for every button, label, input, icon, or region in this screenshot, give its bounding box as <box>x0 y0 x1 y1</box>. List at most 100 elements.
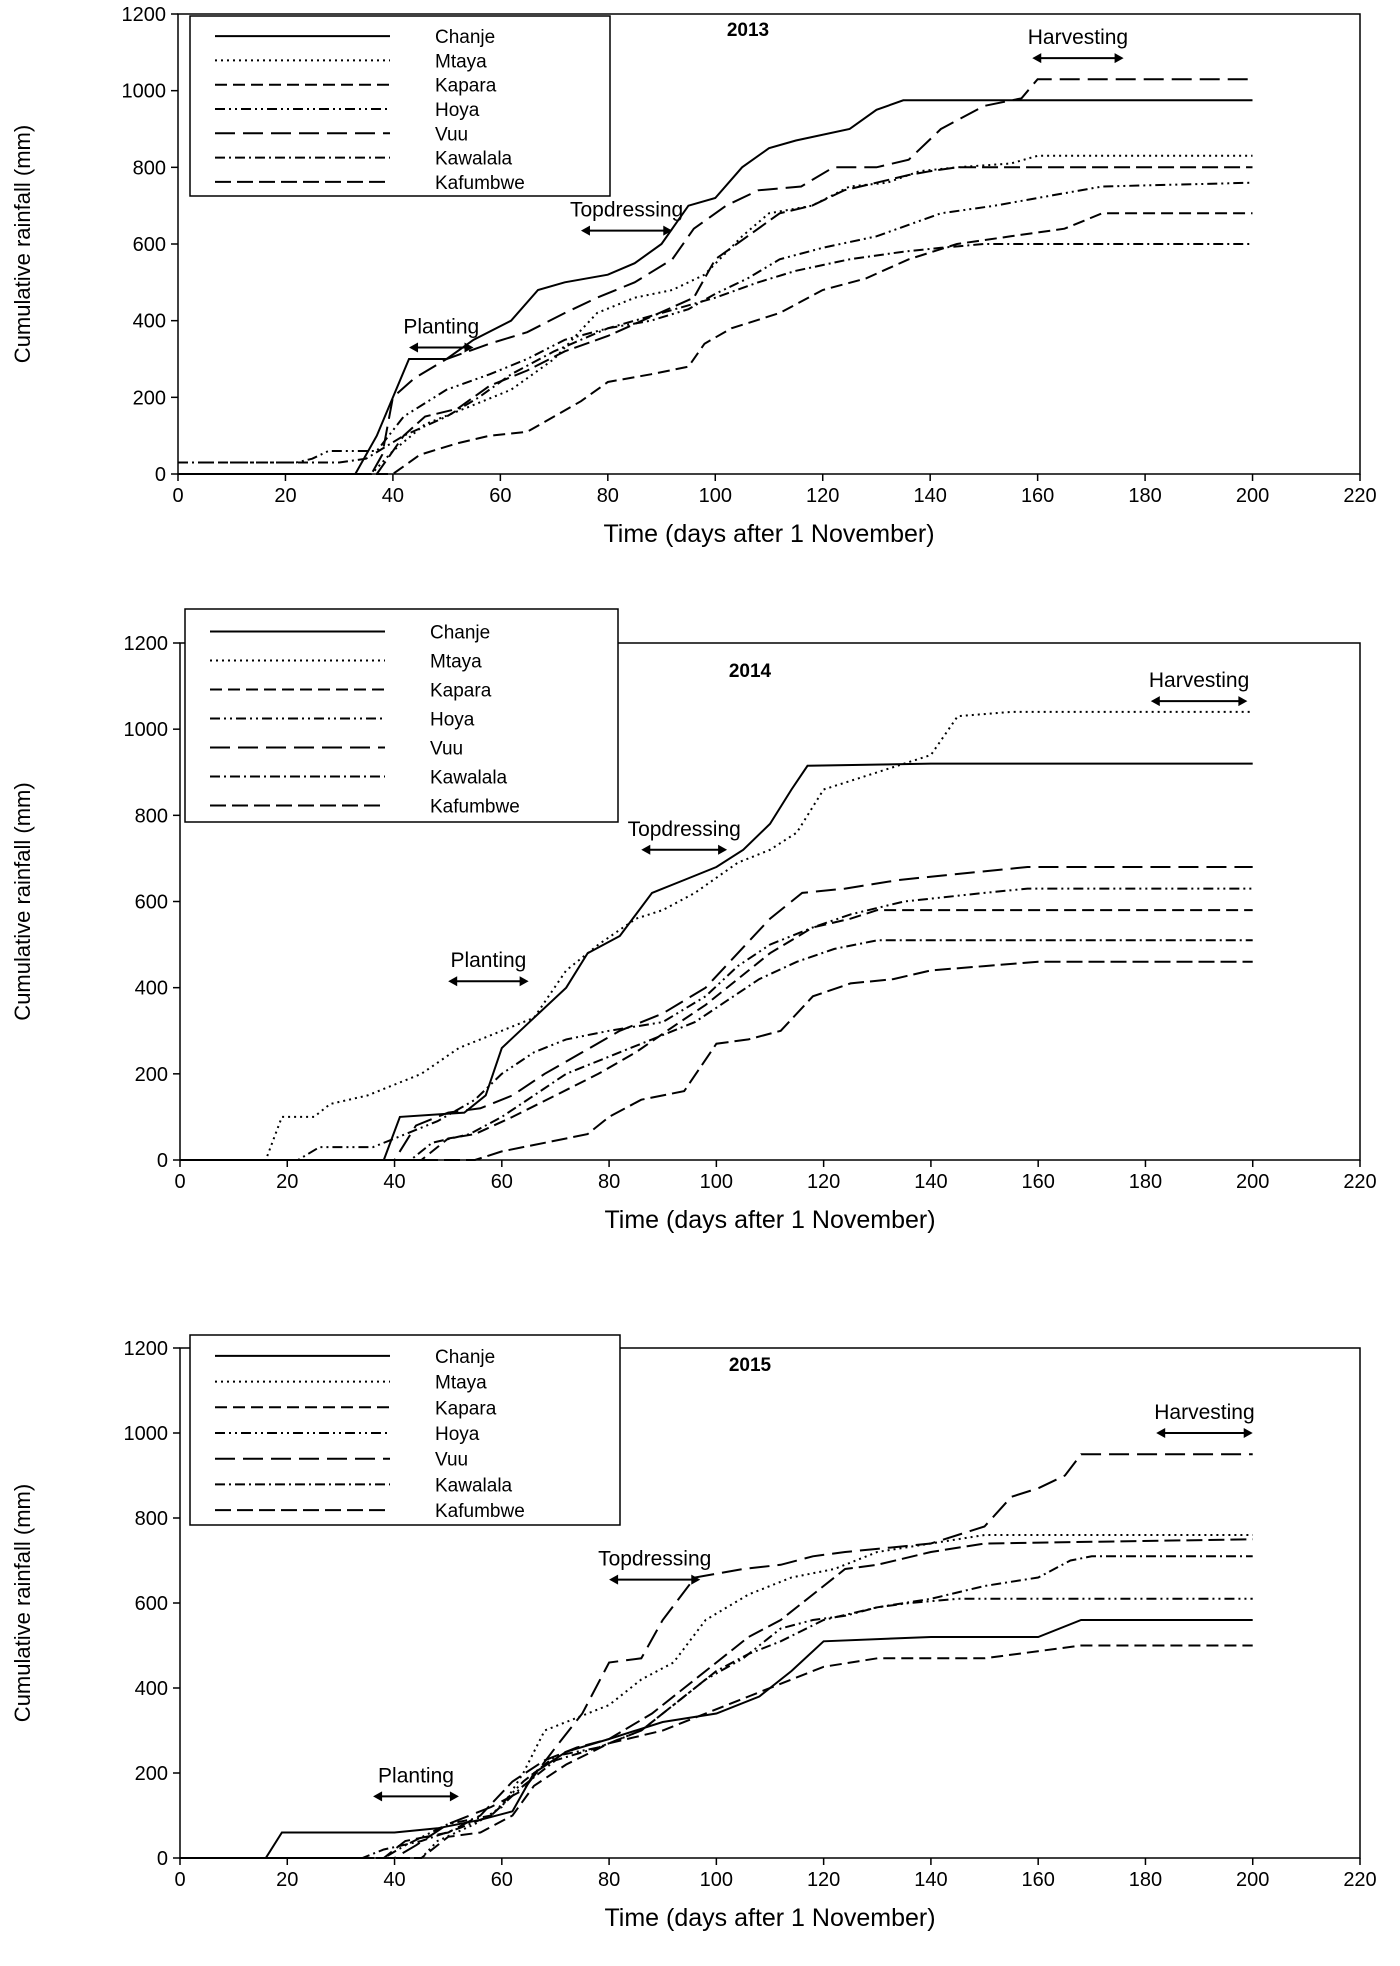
legend-label-mtaya: Mtaya <box>430 652 482 673</box>
x-tick-label: 200 <box>1236 485 1269 507</box>
x-tick-label: 20 <box>276 1869 298 1891</box>
x-tick-label: 0 <box>174 1171 185 1193</box>
annotation-label: Harvesting <box>1028 26 1128 49</box>
annotation-label: Topdressing <box>570 199 683 222</box>
annotation-arrow-head-right <box>663 225 673 236</box>
x-tick-label: 120 <box>807 1171 840 1193</box>
y-axis-label: Cumulative rainfall (mm) <box>10 782 35 1020</box>
legend-label-kapara: Kapara <box>435 76 497 97</box>
legend-label-kawalala: Kawalala <box>435 1475 513 1496</box>
x-tick-label: 100 <box>699 485 732 507</box>
y-axis-label: Cumulative rainfall (mm) <box>10 1484 35 1722</box>
x-tick-label: 80 <box>597 485 619 507</box>
legend-label-chanje: Chanje <box>435 1347 495 1368</box>
annotation-arrow-head-right <box>519 976 529 987</box>
annotation-arrow-head-right <box>1114 53 1124 64</box>
chart-title: 2014 <box>729 661 772 682</box>
x-tick-label: 180 <box>1128 485 1161 507</box>
series-line-mtaya <box>180 710 1253 1161</box>
annotation-arrow-head-left <box>1150 696 1160 707</box>
series-line-vuu <box>180 1453 1253 1859</box>
annotation-label: Topdressing <box>628 818 741 841</box>
x-tick-label: 200 <box>1236 1869 1269 1891</box>
annotation-arrow-head-left <box>609 1574 619 1585</box>
x-tick-label: 0 <box>174 1869 185 1891</box>
series-line-kafumbwe <box>178 166 1253 475</box>
x-tick-label: 140 <box>914 1171 947 1193</box>
annotation-arrow-head-left <box>1156 1428 1166 1438</box>
x-tick-label: 120 <box>807 1869 840 1891</box>
x-tick-label: 140 <box>914 1869 947 1891</box>
annotation-arrow-head-left <box>373 1791 383 1802</box>
x-tick-label: 100 <box>700 1171 733 1193</box>
series-line-mtaya <box>180 1534 1253 1859</box>
legend-label-kafumbwe: Kafumbwe <box>435 173 525 194</box>
chart-panel-2013: 0 20 40 60 80 100 120 140 160 180 200 220 0 200 400 600… <box>0 0 1400 648</box>
x-tick-label: 60 <box>489 485 511 507</box>
series-line-chanje <box>180 1619 1253 1859</box>
series-line-hoya <box>180 1597 1253 1859</box>
y-tick-label: 200 <box>135 1064 168 1086</box>
annotation-arrow-head-right <box>449 1791 459 1802</box>
legend-label-hoya: Hoya <box>430 710 475 731</box>
x-axis-label: Time (days after 1 November) <box>604 1206 935 1234</box>
series-line-kapara <box>180 909 1253 1161</box>
annotation-label: Planting <box>403 316 479 339</box>
annotation-arrow-head-left <box>580 225 590 236</box>
annotation-label: Topdressing <box>598 1548 711 1571</box>
y-tick-label: 800 <box>135 805 168 827</box>
y-tick-label: 800 <box>135 1508 168 1530</box>
x-tick-label: 80 <box>598 1869 620 1891</box>
series-line-vuu <box>178 78 1253 475</box>
y-tick-label: 1200 <box>122 4 167 26</box>
x-tick-label: 220 <box>1343 1171 1376 1193</box>
y-tick-label: 0 <box>157 1848 168 1870</box>
legend-label-kafumbwe: Kafumbwe <box>430 797 520 818</box>
legend-box <box>189 15 611 197</box>
series-line-kafumbwe <box>180 960 1253 1161</box>
y-tick-label: 1200 <box>124 633 169 655</box>
series-line-kawalala <box>178 243 1253 464</box>
y-tick-label: 400 <box>135 1678 168 1700</box>
annotation-arrow-head-right <box>1238 696 1248 707</box>
y-tick-label: 600 <box>135 1593 168 1615</box>
annotation-arrow-head-right <box>691 1574 701 1585</box>
chart-svg-2013: 0 20 40 60 80 100 120 140 160 180 200 220 0 200 400 600… <box>10 4 1377 548</box>
series-line-kawalala <box>180 939 1253 1161</box>
chart-svg-2015: 0 20 40 60 80 100 120 140 160 180 200 220 0 200 400 600… <box>10 1334 1377 1932</box>
y-tick-label: 1000 <box>122 81 167 103</box>
y-axis-label: Cumulative rainfall (mm) <box>10 125 35 363</box>
x-tick-label: 80 <box>598 1171 620 1193</box>
y-tick-label: 1000 <box>124 1423 169 1445</box>
x-tick-label: 60 <box>491 1171 513 1193</box>
chart-title: 2015 <box>729 1355 772 1376</box>
x-tick-label: 40 <box>383 1869 405 1891</box>
chart-svg-2014: 0 20 40 60 80 100 120 140 160 180 200 220 0 200 400 600… <box>10 608 1377 1234</box>
x-tick-label: 160 <box>1021 485 1054 507</box>
legend-label-kafumbwe: Kafumbwe <box>435 1501 525 1522</box>
legend-box <box>184 608 619 823</box>
annotation-arrow-head-left <box>448 976 458 987</box>
series-line-kapara <box>180 1644 1253 1859</box>
x-tick-label: 180 <box>1129 1171 1162 1193</box>
x-tick-label: 180 <box>1129 1869 1162 1891</box>
annotation-label: Harvesting <box>1154 1401 1254 1424</box>
series-line-kapara <box>178 212 1253 475</box>
x-tick-label: 200 <box>1236 1171 1269 1193</box>
legend-label-kawalala: Kawalala <box>430 768 508 789</box>
y-tick-label: 400 <box>133 311 166 333</box>
series-line-chanje <box>180 762 1253 1161</box>
legend-label-mtaya: Mtaya <box>435 51 487 72</box>
annotation-label: Planting <box>450 949 526 972</box>
x-tick-label: 40 <box>382 485 404 507</box>
x-tick-label: 160 <box>1021 1171 1054 1193</box>
x-axis-label: Time (days after 1 November) <box>604 1904 935 1932</box>
x-tick-label: 20 <box>274 485 296 507</box>
y-tick-label: 1000 <box>124 719 169 741</box>
x-tick-label: 220 <box>1343 485 1376 507</box>
x-tick-label: 0 <box>172 485 183 507</box>
series-line-chanje <box>178 99 1253 475</box>
x-tick-label: 120 <box>806 485 839 507</box>
series-line-kawalala <box>180 1555 1253 1859</box>
y-tick-label: 0 <box>155 464 166 486</box>
